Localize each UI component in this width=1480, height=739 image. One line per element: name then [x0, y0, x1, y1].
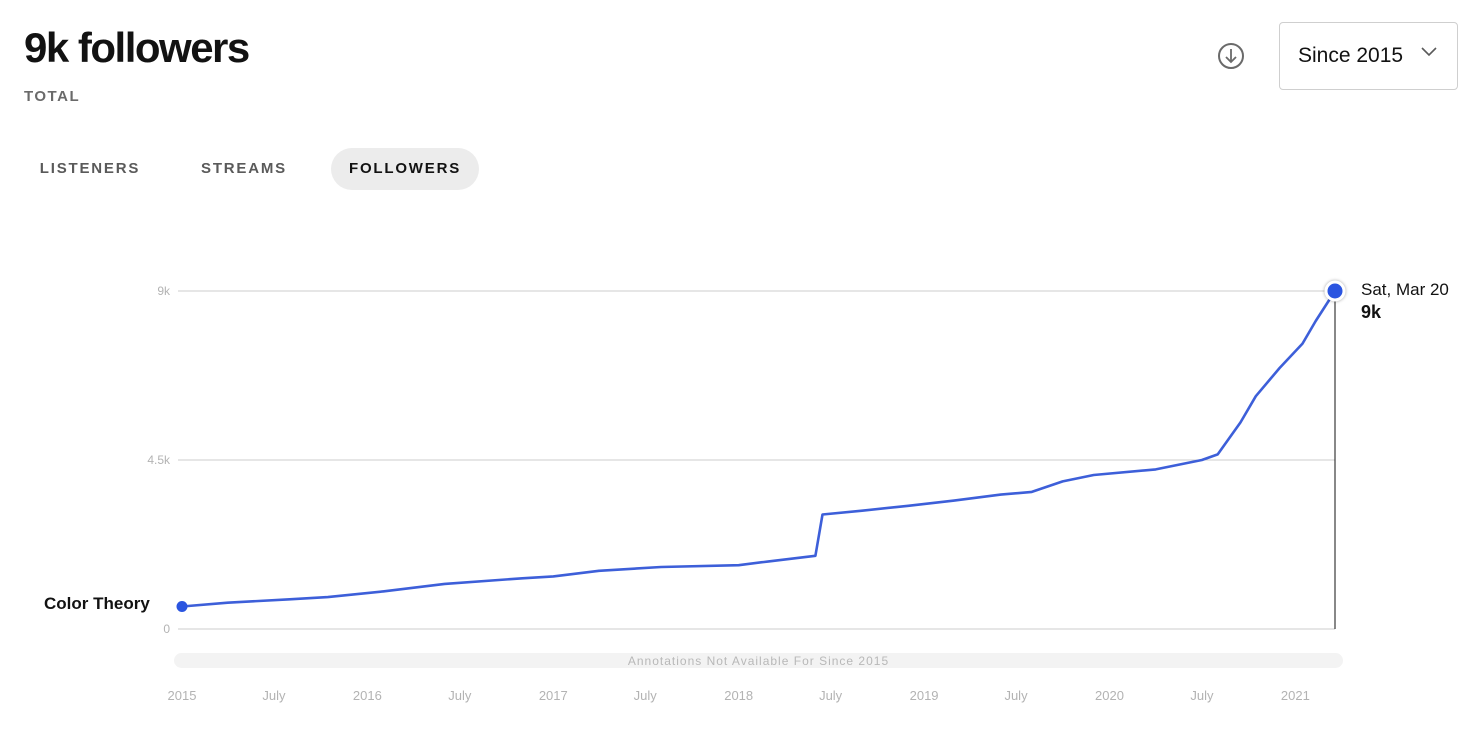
download-button[interactable]	[1218, 43, 1244, 69]
range-select[interactable]: Since 2015	[1279, 22, 1458, 90]
tab-followers[interactable]: FOLLOWERS	[331, 148, 479, 190]
y-tick-label: 0	[163, 622, 170, 636]
x-tick-label: 2017	[539, 688, 568, 703]
range-select-value: Since 2015	[1298, 44, 1404, 67]
x-tick-label: July	[1004, 688, 1028, 703]
chevron-down-icon	[1421, 47, 1437, 57]
y-tick-label: 9k	[157, 284, 171, 298]
page-subtitle: TOTAL	[24, 88, 81, 105]
y-tick-label: 4.5k	[147, 453, 171, 467]
end-point[interactable]	[1324, 280, 1346, 302]
x-tick-label: July	[262, 688, 286, 703]
x-tick-label: 2020	[1095, 688, 1124, 703]
series-line	[180, 289, 1337, 608]
end-point-value: 9k	[1361, 302, 1382, 322]
x-tick-label: 2019	[910, 688, 939, 703]
x-tick-label: July	[1190, 688, 1214, 703]
x-tick-label: 2016	[353, 688, 382, 703]
x-tick-label: 2015	[168, 688, 197, 703]
download-circle-icon	[1225, 49, 1237, 64]
tab-streams[interactable]: STREAMS	[201, 160, 287, 177]
start-point	[176, 600, 188, 612]
x-tick-label: 2021	[1281, 688, 1310, 703]
series-start-label: Color Theory	[44, 594, 150, 613]
page-title: 9k followers	[24, 24, 250, 71]
x-tick-label: 2018	[724, 688, 753, 703]
end-point-date: Sat, Mar 20	[1361, 280, 1449, 299]
x-tick-label: July	[448, 688, 472, 703]
tab-listeners[interactable]: LISTENERS	[39, 160, 141, 177]
annotations-note: Annotations Not Available For Since 2015	[174, 653, 1343, 668]
x-tick-label: July	[819, 688, 843, 703]
x-tick-label: July	[634, 688, 658, 703]
